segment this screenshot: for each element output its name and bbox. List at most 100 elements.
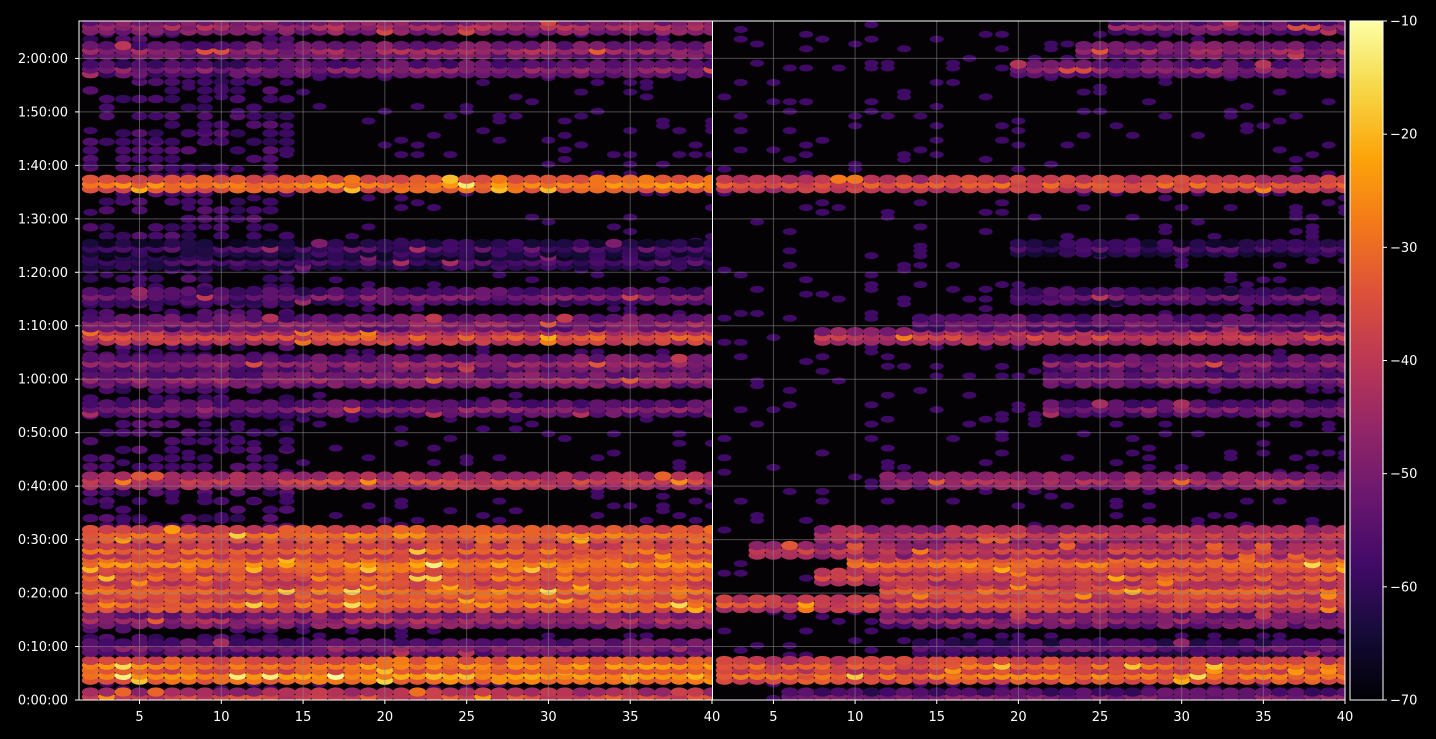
heat-cell [164, 223, 181, 232]
heat-cell [588, 286, 607, 297]
heat-cell [911, 610, 930, 620]
heat-cell [590, 271, 605, 279]
heat-cell [197, 122, 212, 130]
heat-cell [1321, 420, 1336, 428]
heat-cell [359, 399, 378, 409]
heat-cell [180, 163, 197, 172]
heat-cell [327, 610, 345, 620]
heat-cell [1158, 112, 1173, 120]
heat-cell [229, 174, 247, 184]
heat-cell [995, 208, 1010, 216]
heat-cell [114, 238, 132, 249]
heat-cell [246, 77, 263, 87]
heat-cell [425, 59, 443, 69]
heat-cell [98, 174, 116, 184]
heat-cell [196, 111, 213, 121]
heat-cell [639, 516, 654, 524]
heat-cell [670, 471, 688, 481]
heat-cell [114, 610, 132, 620]
heat-cell [229, 369, 247, 380]
heat-cell [782, 107, 797, 115]
heat-cell [960, 687, 978, 697]
heat-cell [82, 223, 99, 232]
heat-cell [392, 399, 410, 409]
heat-cell [229, 40, 247, 51]
heat-cell [310, 610, 329, 620]
heat-cell [637, 21, 656, 27]
heat-cell [115, 146, 132, 155]
heat-cell [114, 40, 132, 51]
heat-cell [605, 638, 623, 648]
heat-cell [556, 59, 574, 69]
heat-cell [165, 463, 180, 471]
heat-cell [508, 112, 523, 120]
heat-cell [703, 59, 712, 69]
heat-cell [962, 295, 977, 303]
heat-cell [441, 40, 459, 51]
heat-cell [278, 524, 296, 535]
heat-cell [81, 369, 100, 380]
heat-cell [476, 512, 491, 520]
heat-cell [897, 151, 912, 159]
heat-cell [164, 146, 181, 155]
heat-cell [247, 439, 262, 447]
heat-cell [392, 59, 410, 69]
heat-cell [229, 197, 246, 206]
heat-cell [441, 59, 459, 69]
heat-cell [1338, 204, 1345, 212]
heat-cell [441, 638, 459, 648]
heat-cell [114, 540, 132, 551]
heat-cell [82, 514, 99, 523]
heat-cell [262, 111, 279, 121]
heat-cell [1044, 160, 1059, 168]
heat-cell [556, 638, 574, 648]
heat-cell [425, 238, 443, 249]
heat-cell [165, 165, 180, 173]
heat-cell [995, 199, 1010, 207]
heat-cell [523, 40, 541, 51]
heat-cell [687, 638, 705, 648]
heat-cell [605, 313, 623, 323]
heat-cell [245, 174, 263, 184]
heat-cell [328, 444, 343, 452]
heat-cell [1189, 687, 1207, 697]
heat-cell [572, 174, 590, 184]
heat-cell [1272, 632, 1287, 640]
heat-cell [1044, 40, 1059, 48]
heat-cell [574, 112, 589, 120]
heat-cell [703, 313, 712, 323]
heat-cell [995, 410, 1010, 418]
heat-cell [98, 40, 116, 51]
heat-cell [1338, 386, 1345, 394]
heat-cell [1044, 492, 1059, 500]
heat-cell [229, 445, 246, 454]
heat-cell [1140, 655, 1158, 666]
heat-cell [1287, 655, 1305, 666]
heat-cell [750, 382, 765, 390]
heat-cell [1240, 103, 1255, 111]
heat-cell [163, 471, 181, 481]
heat-cell [343, 524, 361, 535]
heat-cell [913, 199, 928, 207]
heat-cell [588, 687, 607, 697]
heat-cell [556, 399, 574, 409]
heat-cell [670, 238, 688, 249]
heat-cell [229, 286, 247, 297]
heat-cell [1142, 502, 1157, 510]
heat-cell [1027, 415, 1042, 423]
heat-cell [687, 21, 705, 27]
heat-cell [1222, 655, 1240, 666]
heat-cell [1303, 687, 1321, 697]
heat-cell [408, 369, 427, 380]
heat-cell [1238, 655, 1256, 666]
heat-cell [508, 425, 523, 433]
heat-cell [245, 399, 263, 409]
heat-cell [1156, 655, 1174, 666]
heat-cell [116, 459, 131, 467]
heat-cell [748, 655, 766, 666]
heat-cell [98, 286, 116, 297]
heat-cell [163, 238, 181, 249]
heat-cell [670, 524, 688, 535]
heat-cell [1238, 610, 1256, 620]
heat-cell [163, 353, 181, 363]
